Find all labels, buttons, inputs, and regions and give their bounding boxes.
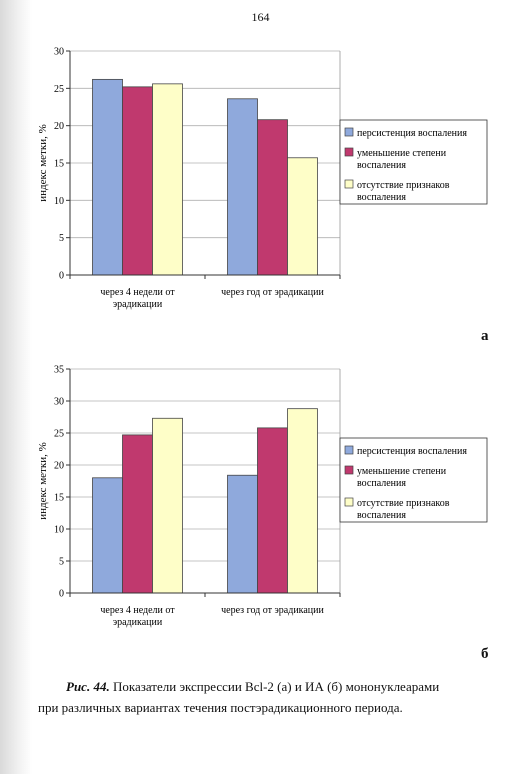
- chart-a-ytick-label-2: 10: [54, 196, 64, 207]
- chart-b-ytick-label-4: 20: [54, 461, 64, 472]
- page-number: 164: [251, 10, 270, 24]
- chart-a-bar-s0-c0: [92, 78, 123, 276]
- chart-b-legend-swatch-1: [344, 465, 354, 475]
- chart-a-category-label-1: через год от эрадикации: [221, 287, 324, 298]
- chart-b-ytick-label-1: 5: [59, 557, 64, 568]
- chart-a-legend-label-2: воспаления: [357, 192, 406, 203]
- chart-b-bar-s0-c0: [92, 477, 123, 594]
- chart-b-legend-swatch-0: [344, 445, 354, 455]
- chart-b-ytick-label-2: 10: [54, 525, 64, 536]
- chart-b-legend-label-1: воспаления: [357, 478, 406, 489]
- chart-a-legend-swatch-2: [344, 179, 354, 189]
- chart-b-category-label-1: через год от эрадикации: [221, 605, 324, 616]
- chart-b-legend-label-2: отсутствие признаков: [357, 498, 450, 509]
- chart-a-category-label-0: эрадикации: [113, 299, 163, 310]
- chart-b-bar-s2-c1: [287, 408, 318, 594]
- chart-b-bar-s1-c1: [257, 427, 288, 594]
- chart-a-legend-swatch-0: [344, 127, 354, 137]
- chart-b-ytick-label-7: 35: [54, 365, 64, 376]
- chart-a-legend-label-1: уменьшение степени: [357, 148, 447, 159]
- chart-a-category-label-0: через 4 недели от: [100, 287, 175, 298]
- chart-a-ytick-label-5: 25: [54, 84, 64, 95]
- chart-a-bar-s1-c1: [257, 119, 288, 276]
- chart-b-category-label-0: через 4 недели от: [100, 605, 175, 616]
- chart-b-legend-label-1: уменьшение степени: [357, 466, 447, 477]
- panel-letter-b: б: [481, 646, 489, 662]
- figure-caption: Рис. 44. Показатели экспрессии Bcl-2 (а)…: [38, 676, 508, 718]
- chart-a-ytick-label-1: 5: [59, 233, 64, 244]
- chart-b: 0 5 10 15 20 25 30 35 через 4 недели отэрадикаци…: [37, 365, 488, 628]
- chart-a-legend-label-0: персистенция воспаления: [357, 128, 467, 139]
- chart-b-bar-s0-c1: [227, 474, 258, 594]
- chart-a-y-axis-label: индекс метки, %: [37, 124, 49, 202]
- chart-b-ytick-label-5: 25: [54, 429, 64, 440]
- chart-b-ytick-label-0: 0: [59, 589, 64, 600]
- caption-text-line1: Показатели экспрессии Bcl-2 (а) и ИА (б)…: [112, 679, 440, 694]
- chart-a-ytick-label-0: 0: [59, 271, 64, 282]
- chart-a-ytick-label-6: 30: [54, 47, 64, 58]
- chart-b-y-axis-label: индекс метки, %: [37, 442, 49, 520]
- chart-a-legend-box: [339, 119, 488, 205]
- chart-a-bar-s1-c0: [122, 86, 153, 276]
- chart-b-bar-s1-c0: [122, 434, 153, 594]
- scan-left-shadow: [0, 0, 32, 774]
- chart-b-ytick-label-3: 15: [54, 493, 64, 504]
- chart-a-legend-swatch-1: [344, 147, 354, 157]
- caption-label: Рис. 44.: [66, 679, 110, 694]
- chart-b-legend-label-0: персистенция воспаления: [357, 446, 467, 457]
- panel-letter-a: а: [481, 328, 489, 344]
- chart-a-ytick-label-3: 15: [54, 159, 64, 170]
- chart-a-bar-s2-c1: [287, 157, 318, 276]
- chart-a-bar-s2-c0: [152, 83, 183, 276]
- chart-b-legend-label-2: воспаления: [357, 510, 406, 521]
- chart-b-bar-s2-c0: [152, 417, 183, 594]
- chart-b-category-label-0: эрадикации: [113, 617, 163, 628]
- chart-b-legend-swatch-2: [344, 497, 354, 507]
- caption-text-line2: при различных вариантах течения постэрад…: [38, 700, 403, 715]
- chart-b-ytick-label-6: 30: [54, 397, 64, 408]
- chart-a-bar-s0-c1: [227, 98, 258, 276]
- chart-b-legend-box: [339, 437, 488, 523]
- chart-a-legend-label-2: отсутствие признаков: [357, 180, 450, 191]
- chart-a-ytick-label-4: 20: [54, 121, 64, 132]
- chart-a-legend-label-1: воспаления: [357, 160, 406, 171]
